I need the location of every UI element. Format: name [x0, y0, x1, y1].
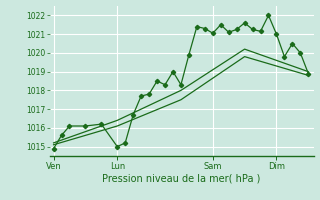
- X-axis label: Pression niveau de la mer( hPa ): Pression niveau de la mer( hPa ): [102, 173, 261, 183]
